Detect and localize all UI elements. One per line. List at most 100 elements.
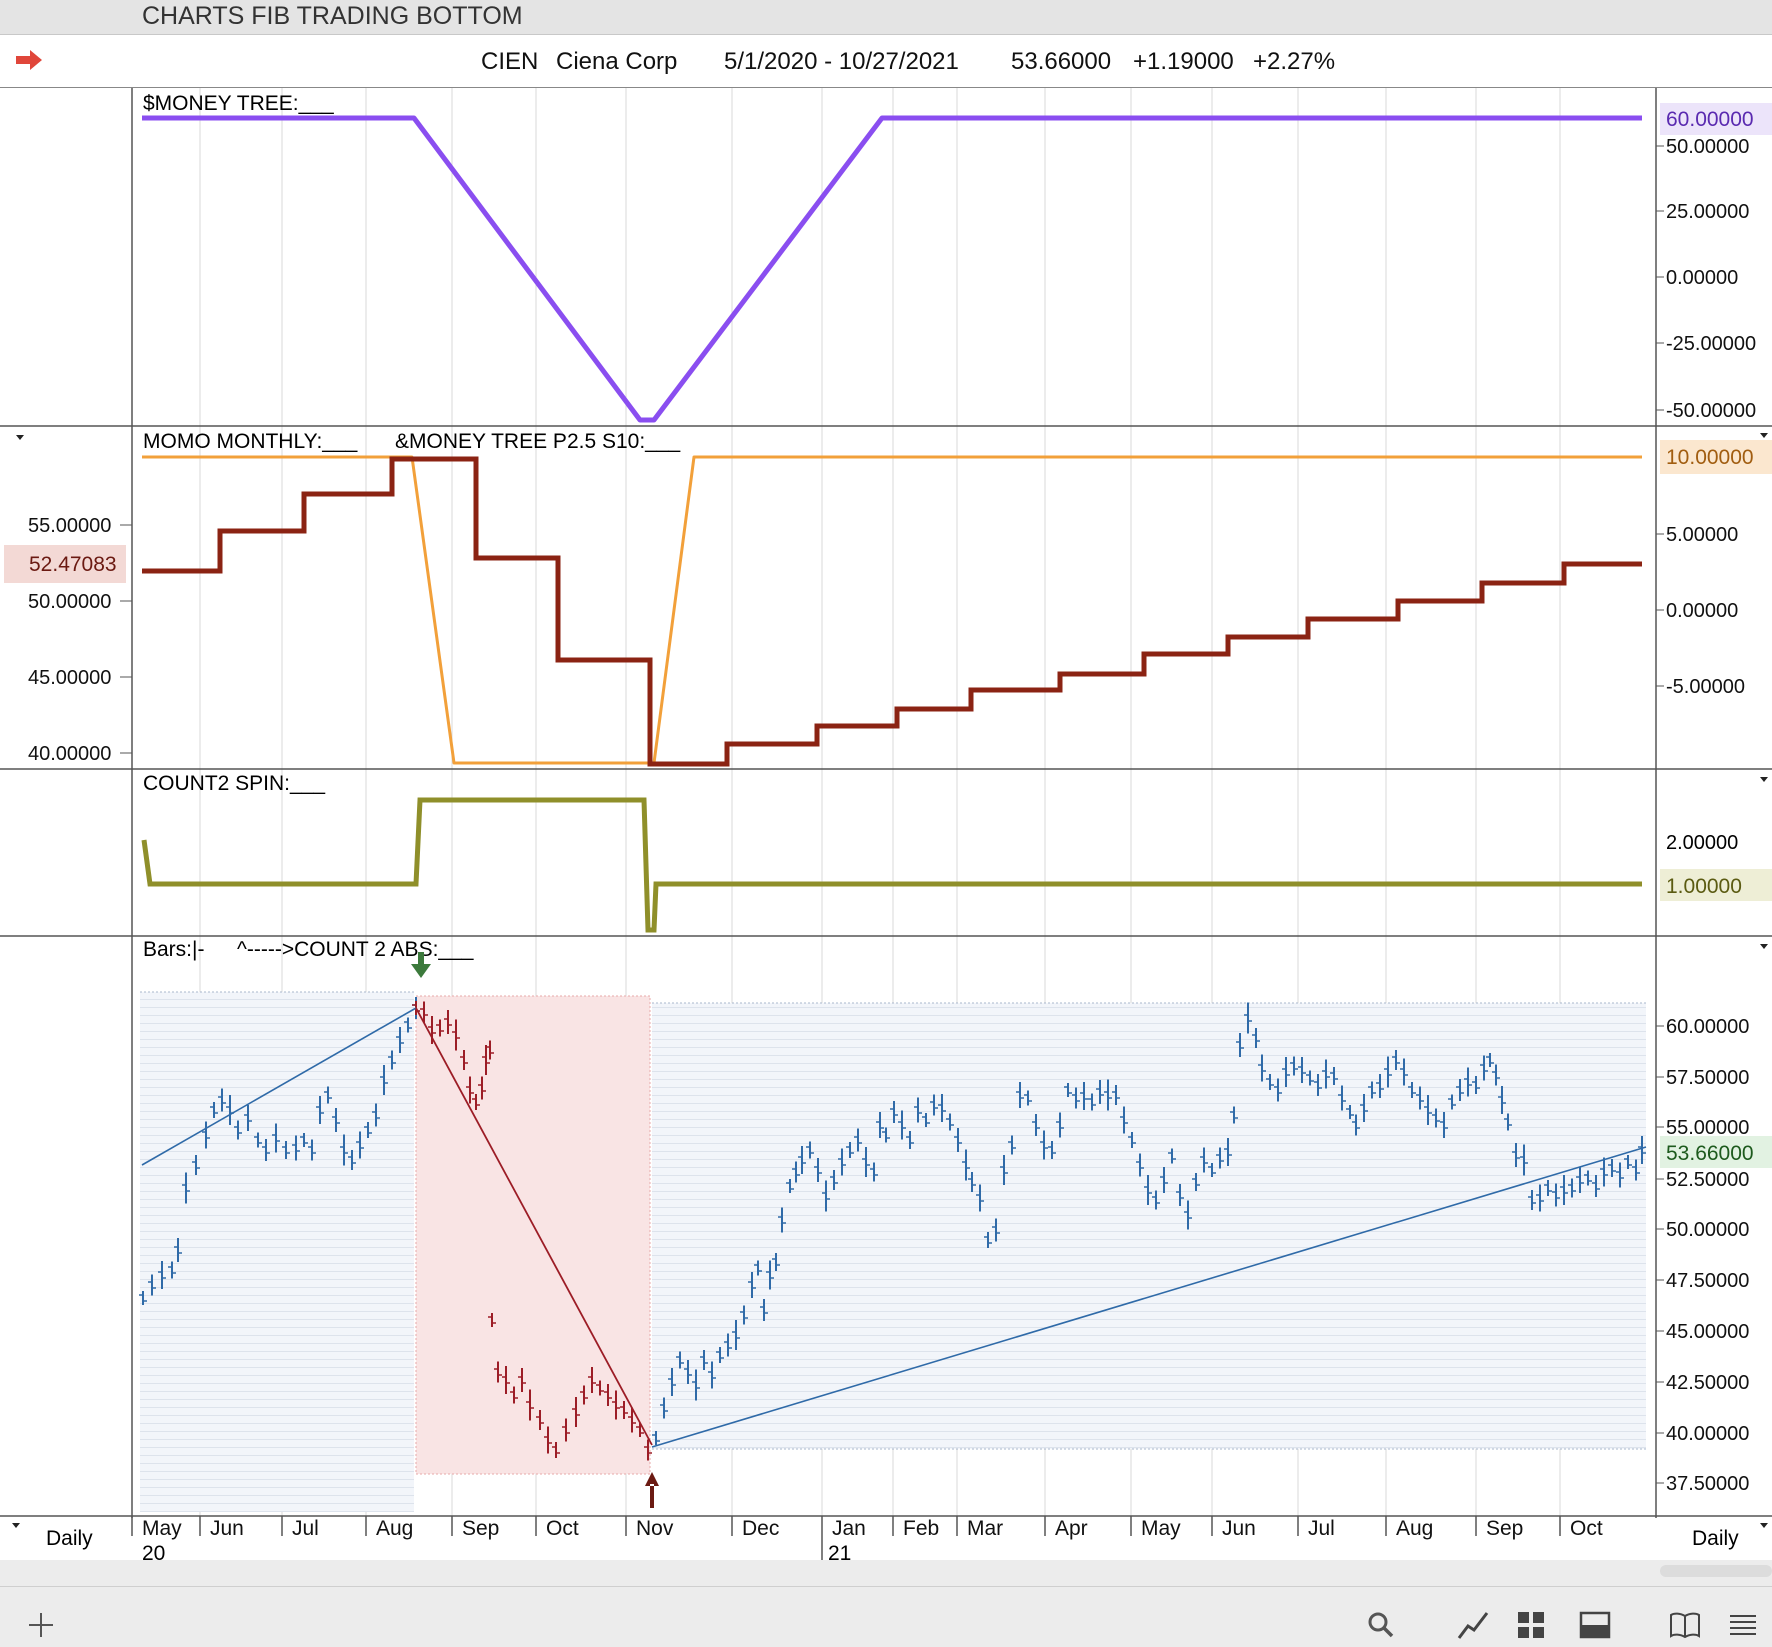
momo-monthly-line bbox=[142, 456, 1642, 767]
month-label: Oct bbox=[546, 1517, 579, 1540]
month-label: Mar bbox=[967, 1517, 1003, 1540]
money-tree-line bbox=[142, 115, 1642, 423]
money-tree-ps-line bbox=[142, 455, 1642, 765]
panel-menu-triangle-icon[interactable] bbox=[16, 435, 24, 440]
month-label: Nov bbox=[636, 1517, 674, 1540]
panel-menu-triangle-icon[interactable] bbox=[1760, 777, 1768, 782]
momo-label: MOMO MONTHLY:___ bbox=[143, 430, 358, 453]
momo-axis-label: 50.00000 bbox=[28, 591, 111, 613]
spin-current-value: 1.00000 bbox=[1666, 875, 1742, 898]
price-bars bbox=[139, 997, 1646, 1461]
money-tree-axis-label: 0.00000 bbox=[1666, 267, 1738, 289]
month-label: Aug bbox=[376, 1517, 413, 1540]
time-axis[interactable]: Daily Daily May Jun Jul Aug Sep Oct Nov Dec Jan F… bbox=[12, 1516, 1768, 1565]
tree-ps-axis-label: -5.00000 bbox=[1666, 676, 1745, 698]
book-icon[interactable] bbox=[1668, 1608, 1702, 1642]
bottom-toolbar bbox=[0, 1586, 1772, 1647]
symbol-info-bar: CIEN Ciena Corp 5/1/2020 - 10/27/2021 53… bbox=[0, 35, 1772, 88]
decline-zone-highlight bbox=[415, 995, 651, 1475]
momo-axis-label: 40.00000 bbox=[28, 743, 111, 765]
momo-axis-label: 55.00000 bbox=[28, 515, 111, 537]
year-label: 20 bbox=[142, 1542, 165, 1560]
month-label: Jun bbox=[210, 1517, 244, 1540]
bars-axis-label: 60.00000 bbox=[1666, 1016, 1749, 1038]
month-label: Feb bbox=[903, 1517, 939, 1540]
bars-axis-label: 37.50000 bbox=[1666, 1473, 1749, 1495]
tree-ps-axis-label: 5.00000 bbox=[1666, 524, 1738, 546]
tree-ps-current-value: 10.00000 bbox=[1666, 446, 1754, 469]
money-tree-current-box bbox=[1660, 103, 1772, 135]
menu-icon[interactable] bbox=[1726, 1608, 1760, 1642]
horizontal-scrollbar[interactable] bbox=[1660, 1565, 1772, 1577]
uptrend-line-2 bbox=[651, 1146, 1647, 1448]
price-change: +1.19000 bbox=[1133, 48, 1234, 75]
top-marker-arrow-icon bbox=[411, 952, 431, 978]
bars-axis-label: 45.00000 bbox=[1666, 1321, 1749, 1343]
symbol-ticker: CIEN bbox=[481, 48, 539, 75]
grid-layout-icon[interactable] bbox=[1514, 1608, 1548, 1642]
bars-axis-label: 57.50000 bbox=[1666, 1067, 1749, 1089]
panel-icon[interactable] bbox=[1578, 1608, 1612, 1642]
count2-spin-line bbox=[141, 797, 1642, 933]
red-arrow-icon[interactable] bbox=[14, 48, 44, 72]
panel-menu-triangle-icon[interactable] bbox=[1760, 433, 1768, 438]
date-range: 5/1/2020 - 10/27/2021 bbox=[724, 48, 959, 75]
period-menu-triangle-icon[interactable] bbox=[1760, 1523, 1768, 1528]
month-label: Sep bbox=[1486, 1517, 1523, 1540]
tree-ps-axis-label: 0.00000 bbox=[1666, 600, 1738, 622]
month-label: Jan bbox=[832, 1517, 866, 1540]
price-change-percent: +2.27% bbox=[1253, 48, 1336, 75]
momo-panel[interactable]: MOMO MONTHLY:___ &MONEY TREE P2.5 S10:__… bbox=[4, 430, 1772, 767]
bars-axis-label: 40.00000 bbox=[1666, 1423, 1749, 1445]
decline-trend-line bbox=[415, 1007, 653, 1446]
bars-axis-label: 52.50000 bbox=[1666, 1169, 1749, 1191]
month-label: Dec bbox=[742, 1517, 779, 1540]
momo-axis-label: 45.00000 bbox=[28, 667, 111, 689]
month-label: May bbox=[142, 1517, 182, 1540]
money-tree-axis-label: -50.00000 bbox=[1666, 400, 1756, 422]
money-tree-label: $MONEY TREE:___ bbox=[143, 92, 334, 115]
month-label: Oct bbox=[1570, 1517, 1603, 1540]
month-label: Sep bbox=[462, 1517, 499, 1540]
month-label: Apr bbox=[1055, 1517, 1088, 1540]
spin-axis-label: 2.00000 bbox=[1666, 832, 1738, 854]
bars-axis-label: 55.00000 bbox=[1666, 1117, 1749, 1139]
bars-axis-label: 47.50000 bbox=[1666, 1270, 1749, 1292]
tree-ps-current-box bbox=[1660, 440, 1772, 474]
period-menu-triangle-icon[interactable] bbox=[12, 1523, 20, 1528]
add-icon[interactable] bbox=[24, 1608, 58, 1642]
last-price: 53.66000 bbox=[1011, 48, 1112, 75]
bars-current-box bbox=[1660, 1136, 1772, 1168]
bars-current-value: 53.66000 bbox=[1666, 1142, 1754, 1165]
year-label: 21 bbox=[828, 1542, 851, 1560]
count2-spin-label: COUNT2 SPIN:___ bbox=[143, 772, 325, 795]
month-label: Aug bbox=[1396, 1517, 1433, 1540]
month-label: May bbox=[1141, 1517, 1181, 1540]
window-titlebar: CHARTS FIB TRADING BOTTOM bbox=[0, 0, 1772, 35]
count2-abs-label: ^----->COUNT 2 ABS:___ bbox=[237, 938, 474, 961]
uptrend-line-1 bbox=[141, 1007, 417, 1166]
period-left-label[interactable]: Daily bbox=[46, 1527, 93, 1550]
month-label: Jul bbox=[292, 1517, 319, 1540]
momo-current-value: 52.47083 bbox=[29, 553, 117, 576]
bars-label: Bars:|- bbox=[143, 938, 204, 961]
bars-axis-label: 50.00000 bbox=[1666, 1219, 1749, 1241]
window-title: CHARTS FIB TRADING BOTTOM bbox=[142, 2, 523, 30]
count2-spin-panel[interactable]: COUNT2 SPIN:___ 2.00000 1.00000 bbox=[141, 772, 1772, 933]
period-right-label[interactable]: Daily bbox=[1692, 1527, 1739, 1550]
chart-area[interactable]: $MONEY TREE:___ 50.00000 25.00000 0.00000 -… bbox=[0, 88, 1772, 1565]
money-tree-axis-label: 25.00000 bbox=[1666, 201, 1749, 223]
money-tree-panel[interactable]: $MONEY TREE:___ 50.00000 25.00000 0.00000 -… bbox=[142, 92, 1772, 423]
month-label: Jul bbox=[1308, 1517, 1335, 1540]
bars-axis-label: 42.50000 bbox=[1666, 1372, 1749, 1394]
momo-current-box bbox=[4, 545, 126, 583]
money-tree-ps-label: &MONEY TREE P2.5 S10:___ bbox=[395, 430, 681, 453]
price-bars-panel[interactable]: Bars:|- ^----->COUNT 2 ABS:___ 60.00000 5… bbox=[139, 938, 1772, 1512]
draw-line-icon[interactable] bbox=[1456, 1608, 1490, 1642]
search-icon[interactable] bbox=[1364, 1608, 1398, 1642]
month-label: Jun bbox=[1222, 1517, 1256, 1540]
money-tree-current-value: 60.00000 bbox=[1666, 108, 1754, 131]
spin-current-box bbox=[1660, 869, 1772, 901]
money-tree-axis-label: 50.00000 bbox=[1666, 136, 1749, 158]
panel-menu-triangle-icon[interactable] bbox=[1760, 944, 1768, 949]
